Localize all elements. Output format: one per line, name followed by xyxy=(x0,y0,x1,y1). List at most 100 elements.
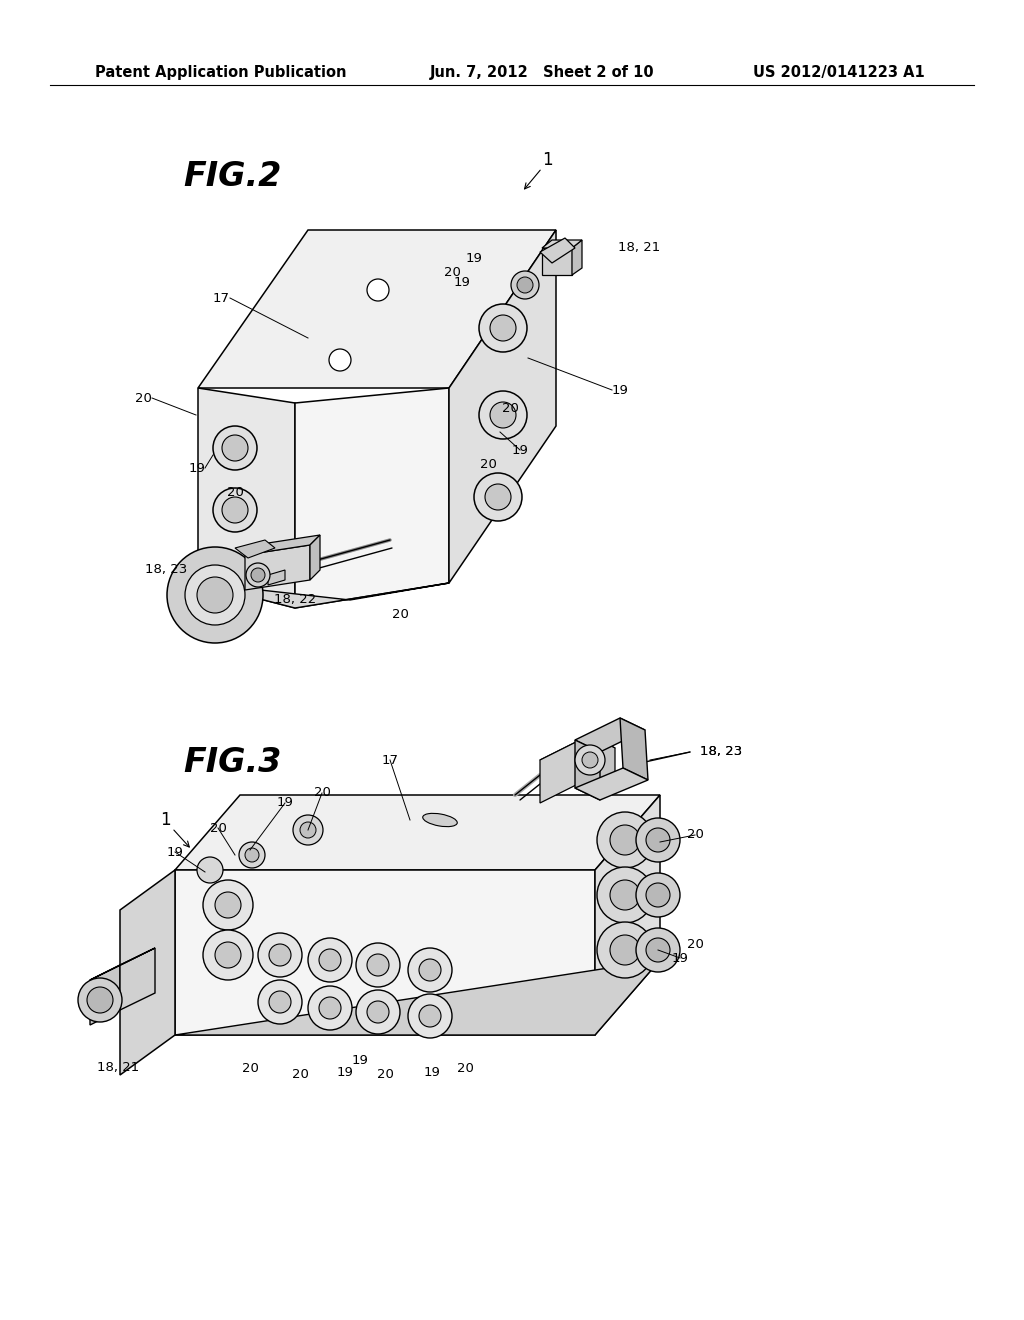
Text: 1: 1 xyxy=(160,810,170,829)
Circle shape xyxy=(597,921,653,978)
Text: 20: 20 xyxy=(391,609,409,622)
Text: 19: 19 xyxy=(672,952,688,965)
Polygon shape xyxy=(540,735,590,803)
Circle shape xyxy=(329,348,351,371)
Text: 20: 20 xyxy=(292,1068,308,1081)
Text: 18, 23: 18, 23 xyxy=(700,746,742,759)
Circle shape xyxy=(511,271,539,300)
Circle shape xyxy=(474,473,522,521)
Polygon shape xyxy=(449,230,556,583)
Text: 20: 20 xyxy=(210,821,226,834)
Circle shape xyxy=(197,577,233,612)
Text: 19: 19 xyxy=(612,384,629,396)
Text: 19: 19 xyxy=(466,252,482,264)
Text: Patent Application Publication: Patent Application Publication xyxy=(95,65,346,79)
Text: 19: 19 xyxy=(276,796,294,809)
Text: FIG.3: FIG.3 xyxy=(183,746,282,779)
Polygon shape xyxy=(310,535,319,579)
Circle shape xyxy=(582,752,598,768)
Circle shape xyxy=(215,942,241,968)
Polygon shape xyxy=(175,870,595,1035)
Circle shape xyxy=(636,928,680,972)
Text: 20: 20 xyxy=(135,392,152,404)
Text: FIG.2: FIG.2 xyxy=(183,160,282,193)
Circle shape xyxy=(597,867,653,923)
Circle shape xyxy=(646,828,670,851)
Circle shape xyxy=(245,847,259,862)
Circle shape xyxy=(597,812,653,869)
Polygon shape xyxy=(198,230,556,388)
Polygon shape xyxy=(575,768,648,800)
Polygon shape xyxy=(175,795,660,870)
Circle shape xyxy=(222,498,248,523)
Text: 19: 19 xyxy=(424,1065,440,1078)
Polygon shape xyxy=(245,535,319,554)
Circle shape xyxy=(319,949,341,972)
Circle shape xyxy=(646,883,670,907)
Polygon shape xyxy=(175,960,660,1035)
Ellipse shape xyxy=(423,813,458,826)
Text: US 2012/0141223 A1: US 2012/0141223 A1 xyxy=(754,65,925,79)
Text: 1: 1 xyxy=(542,150,552,169)
Polygon shape xyxy=(234,540,275,558)
Text: 17: 17 xyxy=(382,754,398,767)
Text: 18, 21: 18, 21 xyxy=(618,242,660,255)
Circle shape xyxy=(167,546,263,643)
Circle shape xyxy=(419,1005,441,1027)
Circle shape xyxy=(575,744,605,775)
Text: 19: 19 xyxy=(188,462,205,474)
Circle shape xyxy=(490,403,516,428)
Polygon shape xyxy=(198,583,449,609)
Text: 18, 22: 18, 22 xyxy=(273,594,316,606)
Circle shape xyxy=(197,857,223,883)
Circle shape xyxy=(258,979,302,1024)
Text: 19: 19 xyxy=(512,444,528,457)
Circle shape xyxy=(78,978,122,1022)
Polygon shape xyxy=(575,741,600,800)
Circle shape xyxy=(610,935,640,965)
Text: 20: 20 xyxy=(502,401,518,414)
Circle shape xyxy=(308,986,352,1030)
Circle shape xyxy=(646,939,670,962)
Polygon shape xyxy=(542,248,572,275)
Polygon shape xyxy=(120,870,175,1074)
Circle shape xyxy=(293,814,323,845)
Circle shape xyxy=(87,987,113,1012)
Polygon shape xyxy=(540,735,615,774)
Polygon shape xyxy=(268,570,285,585)
Circle shape xyxy=(367,1001,389,1023)
Circle shape xyxy=(479,391,527,440)
Circle shape xyxy=(517,277,534,293)
Circle shape xyxy=(213,488,257,532)
Text: 18, 23: 18, 23 xyxy=(145,564,187,577)
Text: 19: 19 xyxy=(351,1053,369,1067)
Polygon shape xyxy=(572,240,582,275)
Text: 20: 20 xyxy=(313,787,331,800)
Circle shape xyxy=(408,948,452,993)
Circle shape xyxy=(215,892,241,917)
Circle shape xyxy=(367,279,389,301)
Text: 20: 20 xyxy=(686,939,703,952)
Polygon shape xyxy=(590,735,615,789)
Text: 19: 19 xyxy=(167,846,183,858)
Circle shape xyxy=(251,568,265,582)
Polygon shape xyxy=(120,948,155,1010)
Text: 18, 21: 18, 21 xyxy=(97,1061,139,1074)
Circle shape xyxy=(636,818,680,862)
Circle shape xyxy=(636,873,680,917)
Circle shape xyxy=(258,933,302,977)
Text: 20: 20 xyxy=(457,1061,473,1074)
Polygon shape xyxy=(540,238,575,263)
Polygon shape xyxy=(90,948,155,979)
Circle shape xyxy=(485,484,511,510)
Circle shape xyxy=(610,825,640,855)
Polygon shape xyxy=(90,965,120,1026)
Polygon shape xyxy=(245,545,310,590)
Polygon shape xyxy=(198,388,295,609)
Circle shape xyxy=(246,564,270,587)
Circle shape xyxy=(367,954,389,975)
Circle shape xyxy=(356,990,400,1034)
Polygon shape xyxy=(295,388,449,609)
Circle shape xyxy=(269,944,291,966)
Text: 20: 20 xyxy=(686,829,703,842)
